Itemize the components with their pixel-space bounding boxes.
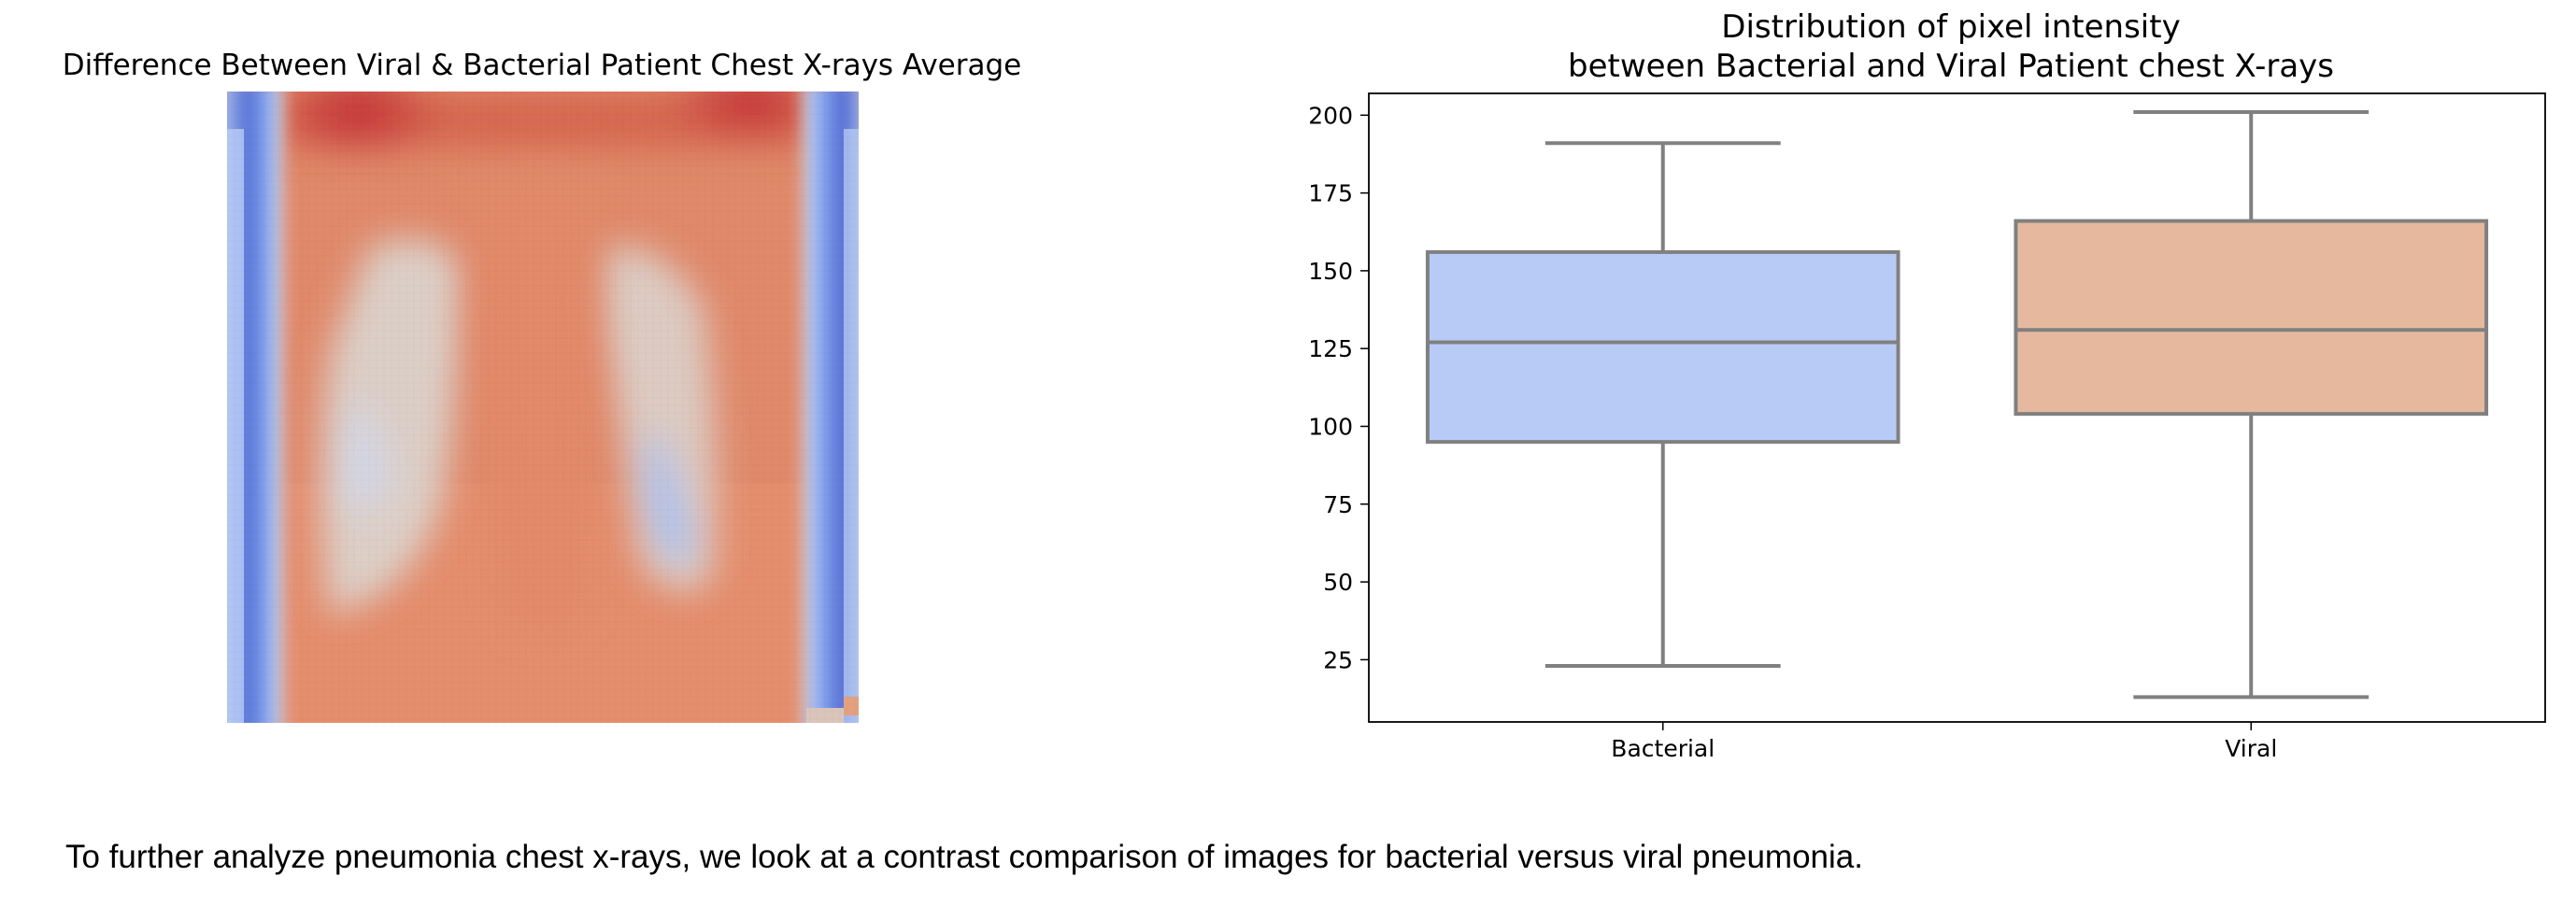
y-tick-label: 50 [1323, 569, 1353, 596]
y-tick-label: 175 [1308, 180, 1353, 207]
y-tick-label: 150 [1308, 258, 1353, 285]
boxplot-title-line1: Distribution of pixel intensity [1721, 8, 2181, 46]
x-tick-label: Viral [2225, 735, 2277, 762]
x-tick-label: Bacterial [1611, 735, 1715, 762]
y-tick-label: 200 [1308, 102, 1353, 129]
axes-frame [1368, 92, 2546, 723]
y-tick-label: 75 [1323, 491, 1353, 518]
caption-text: To further analyze pneumonia chest x-ray… [65, 839, 1863, 875]
difference-heatmap [227, 92, 859, 723]
boxplot-title: Distribution of pixel intensity between … [1364, 7, 2538, 86]
y-tick-label: 100 [1308, 413, 1353, 440]
box-viral [2014, 219, 2489, 417]
box-bacterial [1425, 249, 1900, 445]
heatmap-title: Difference Between Viral & Bacterial Pat… [62, 49, 1022, 82]
y-tick-label: 25 [1323, 646, 1353, 673]
boxplot-title-line2: between Bacterial and Viral Patient ches… [1568, 48, 2334, 85]
y-tick-label: 125 [1308, 335, 1353, 362]
